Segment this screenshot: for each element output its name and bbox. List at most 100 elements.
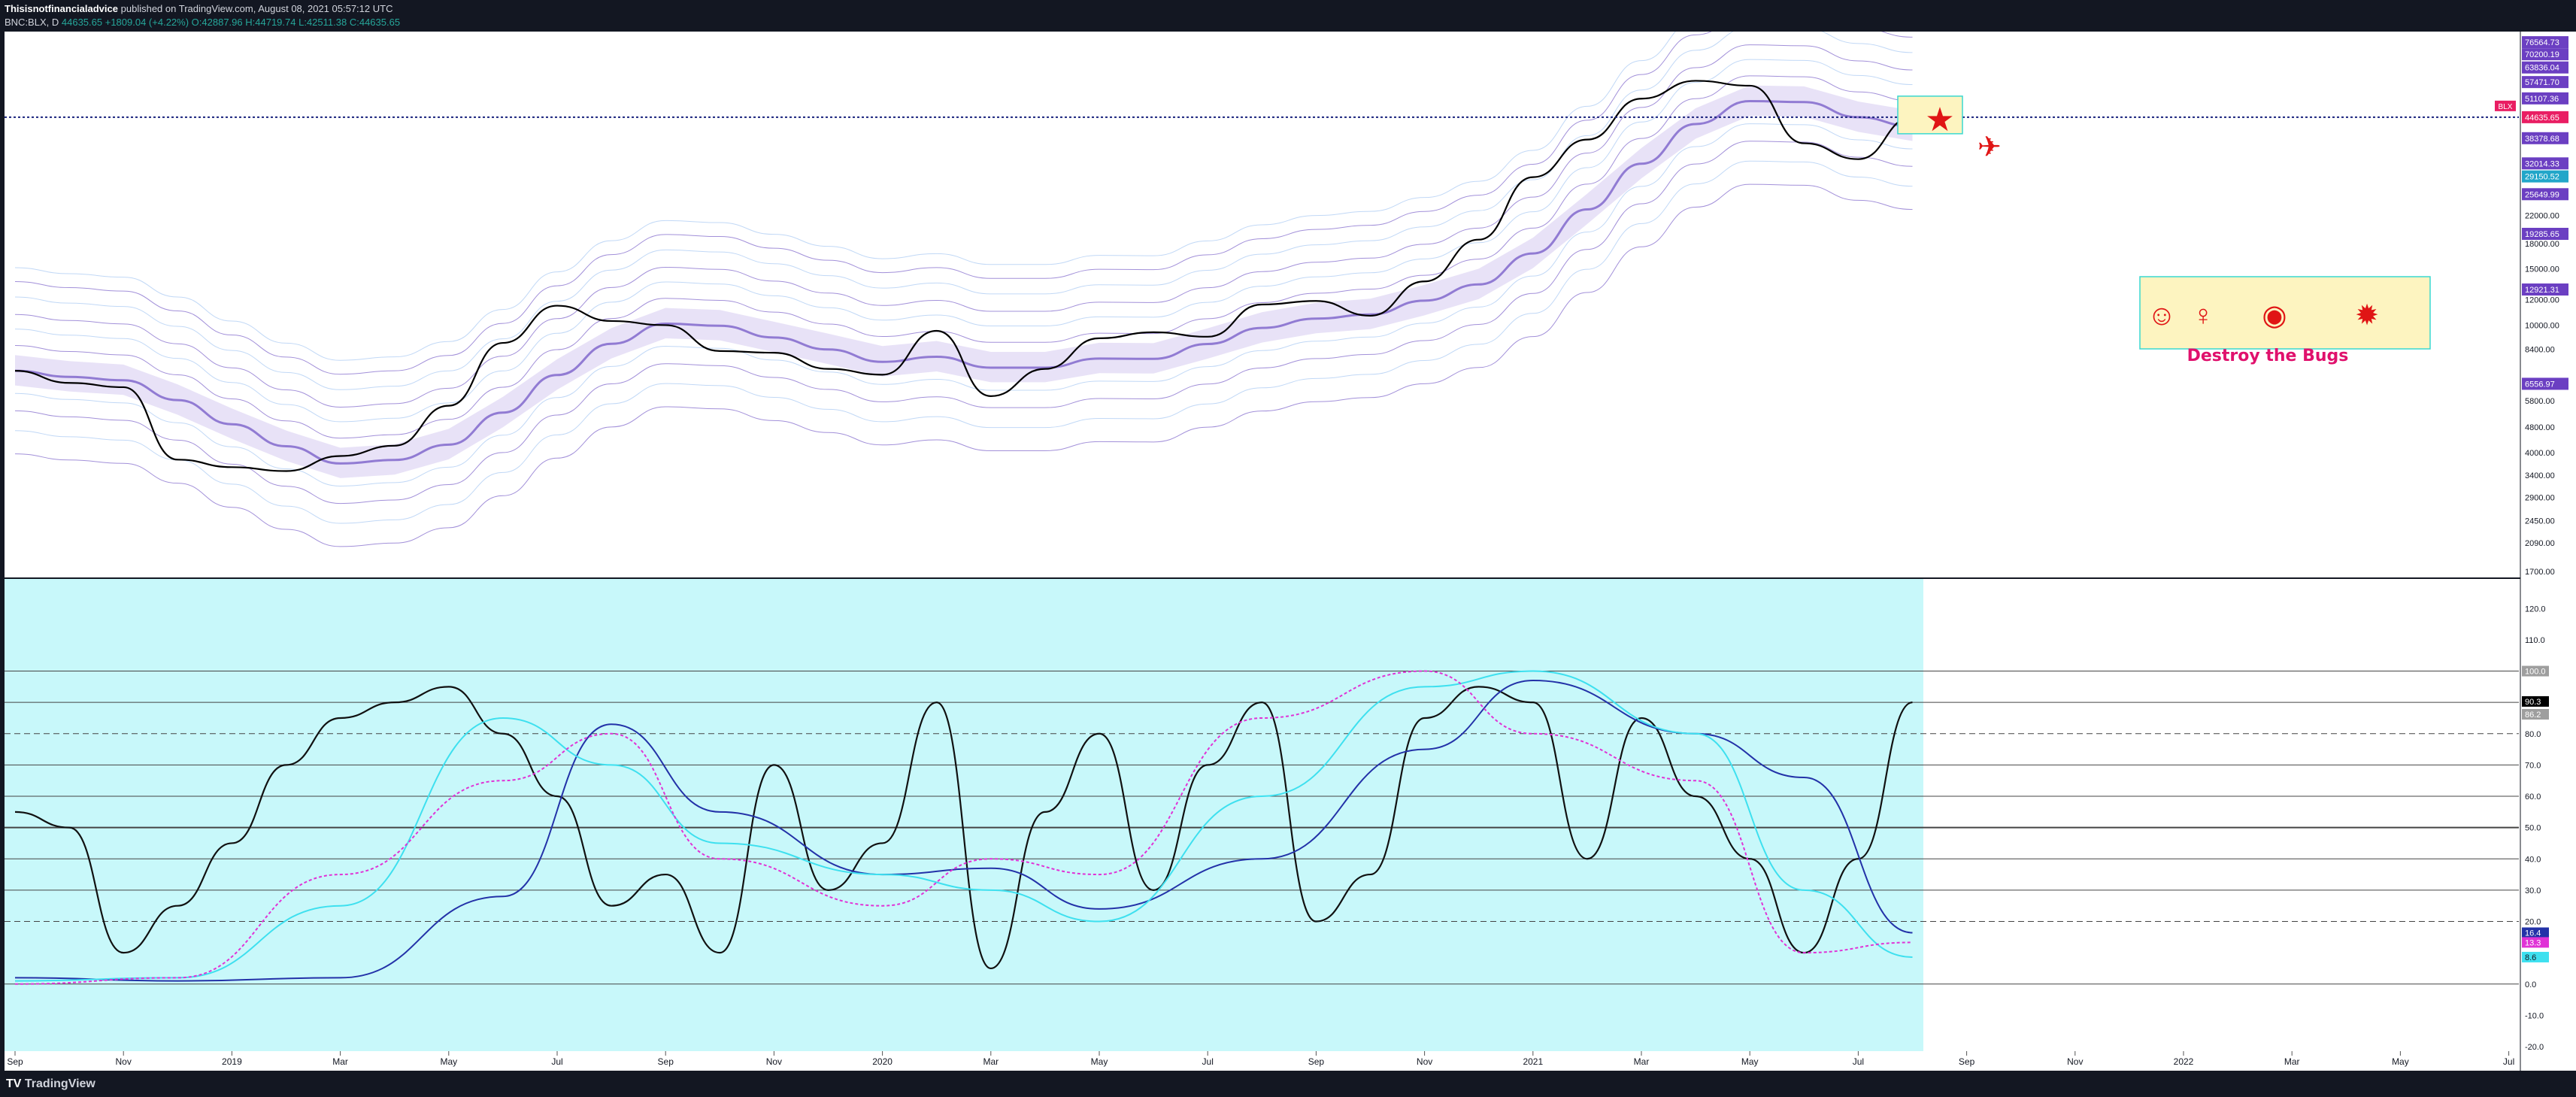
left-frame	[0, 32, 5, 1071]
band-line	[14, 59, 1913, 423]
publish-line: Thisisnotfinancialadvice published on Tr…	[5, 3, 392, 14]
high-value: H:44719.74	[245, 17, 296, 28]
price-axis-tick: 3400.00	[2525, 471, 2555, 480]
time-label: Jul	[1202, 1056, 1214, 1067]
price-axis-badge	[2522, 157, 2568, 170]
price-axis-tick: 19285.65	[2525, 230, 2559, 239]
osc-axis-tick: 120.0	[2525, 605, 2546, 614]
price-axis-tick: 76564.73	[2525, 38, 2559, 47]
oscillator-fill	[5, 579, 1923, 1051]
annotations: ★ ✈ ☺ ♀ ◉ ✹ Destroy the Bugs	[1897, 95, 2431, 365]
osc-axis-tick: 86.2	[2525, 711, 2541, 720]
band-line	[14, 123, 1913, 486]
price-axis-tick: 51107.36	[2525, 95, 2559, 104]
time-label: Nov	[2067, 1056, 2083, 1067]
last-price: 44635.65	[61, 17, 103, 28]
osc-axis-tick: 110.0	[2525, 636, 2545, 645]
author-name[interactable]: Thisisnotfinancialadvice	[5, 3, 118, 14]
time-label: Sep	[7, 1056, 23, 1067]
right-axis-bg	[2520, 32, 2576, 1071]
osc-axis-tick: 16.4	[2525, 929, 2541, 938]
time-label: Mar	[2284, 1056, 2300, 1067]
time-label: Sep	[1308, 1056, 1325, 1067]
oscillator-lines	[14, 670, 1913, 985]
band-line	[14, 141, 1913, 505]
price-axis-tick: 22000.00	[2525, 212, 2559, 221]
price-axis-tick: 2900.00	[2525, 493, 2555, 502]
rocket-icon: ✈	[1977, 132, 2002, 163]
time-label: 2021	[1523, 1056, 1543, 1067]
publish-info: published on TradingView.com, August 08,…	[120, 3, 393, 14]
axes: 76564.73 70200.19 63836.04 57471.70 51107.36…	[7, 36, 2568, 1067]
time-label: May	[2392, 1056, 2409, 1067]
price-axis-tick: 25649.99	[2525, 190, 2559, 199]
osc-axis-badge	[2522, 695, 2549, 707]
time-label: Sep	[658, 1056, 674, 1067]
price-axis-tick: 1700.00	[2525, 568, 2555, 577]
band-line	[14, 44, 1913, 408]
chart-canvas[interactable]: BLX 76564.73 70200.19 63836.04 57471.70 5110…	[0, 32, 2576, 1071]
price-axis-tick: 15000.00	[2525, 265, 2559, 274]
time-label: May	[1741, 1056, 1759, 1067]
price-axis-badge	[2522, 132, 2568, 144]
osc-axis-tick: 8.6	[2525, 953, 2536, 962]
price-axis-badge	[2522, 228, 2568, 241]
series-oscillator	[14, 686, 1913, 970]
price-axis-tick: 12000.00	[2525, 296, 2559, 305]
price-line	[14, 80, 1913, 472]
time-label: May	[440, 1056, 457, 1067]
time-label: Mar	[983, 1056, 999, 1067]
chart-footer: TV TradingView	[0, 1071, 2576, 1097]
price-axis-badge	[2522, 170, 2568, 183]
price-axis-badge	[2522, 76, 2568, 89]
price-axis-tick: 63836.04	[2525, 64, 2559, 73]
band-line	[14, 32, 1913, 375]
symbol-tag-label: BLX	[2499, 103, 2513, 111]
price-axis-tick: 4000.00	[2525, 449, 2555, 458]
series-slow-ma	[14, 680, 1913, 982]
price-axis-badge	[2522, 111, 2568, 123]
osc-axis-tick: 60.0	[2525, 792, 2541, 802]
price-axis-tick: 12921.31	[2525, 286, 2559, 295]
man-icon: ☺	[2147, 300, 2177, 332]
price-axis-tick: 5800.00	[2525, 397, 2555, 406]
tradingview-logo[interactable]: TV TradingView	[6, 1077, 95, 1090]
time-label: Nov	[1417, 1056, 1432, 1067]
band-line	[14, 160, 1913, 524]
price-axis-tick: 70200.19	[2525, 50, 2559, 59]
band-line	[14, 32, 1676, 361]
time-label: Jul	[1853, 1056, 1864, 1067]
location-pin-icon: ◉	[2262, 300, 2287, 332]
osc-axis-tick: -10.0	[2525, 1011, 2544, 1020]
osc-axis-badge	[2522, 708, 2549, 720]
time-label: 2020	[872, 1056, 893, 1067]
price-axis-tick: 44635.65	[2525, 114, 2559, 123]
time-label: Jul	[2503, 1056, 2514, 1067]
time-label: Mar	[1634, 1056, 1650, 1067]
woman-icon: ♀	[2193, 300, 2214, 332]
price-axis-tick: 2090.00	[2525, 539, 2555, 548]
osc-axis-tick: 70.0	[2525, 761, 2541, 770]
price-axis-badge	[2522, 61, 2568, 74]
osc-axis-tick: 100.0	[2525, 668, 2546, 677]
time-label: Sep	[1959, 1056, 1975, 1067]
time-label: Nov	[116, 1056, 132, 1067]
price-axis-tick: 57471.70	[2525, 78, 2559, 87]
price-axis-tick: 2450.00	[2525, 517, 2555, 526]
brand-label: TradingView	[24, 1077, 95, 1090]
series-mid-ma	[14, 670, 1913, 982]
bug-icon: ✹	[2355, 300, 2379, 332]
price-axis-tick: 29150.52	[2525, 173, 2559, 182]
price-series: BLX	[5, 80, 2519, 472]
osc-axis-tick: 0.0	[2525, 980, 2536, 989]
band-lines	[14, 32, 1913, 547]
pane-divider	[5, 577, 2520, 579]
price-axis-badge	[2522, 92, 2568, 105]
band-line	[14, 75, 1913, 439]
price-axis-badge	[2522, 48, 2568, 61]
price-axis-badge	[2522, 283, 2568, 296]
osc-axis-badge	[2522, 951, 2549, 962]
osc-axis-tick: 90.3	[2525, 698, 2541, 707]
symbol-label[interactable]: BNC:BLX, D	[5, 17, 59, 28]
time-label: Mar	[332, 1056, 348, 1067]
